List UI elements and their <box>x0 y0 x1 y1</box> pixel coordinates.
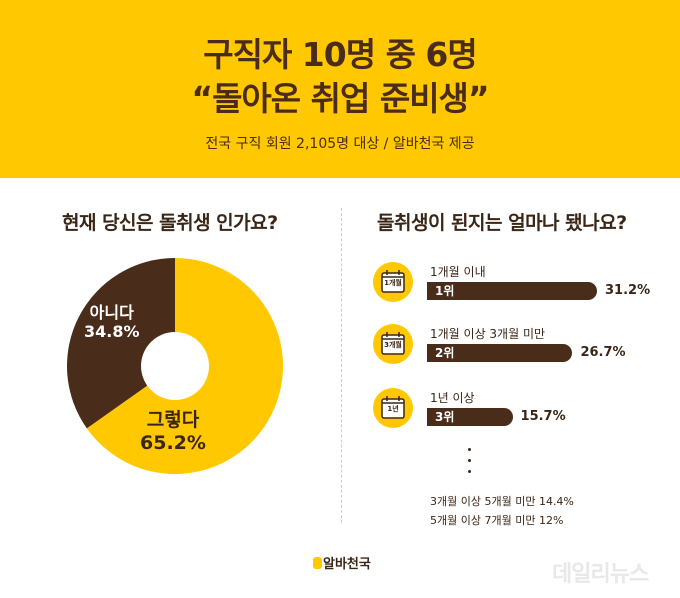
pie-label-no-text: 아니다 <box>89 303 134 322</box>
extra-line-2: 5개월 이상 7개월 미만 12% <box>430 514 564 527</box>
bar-3 <box>427 408 513 426</box>
calendar-icon: 3개월 <box>373 324 413 364</box>
bar-rank-2: 2위 <box>435 346 455 360</box>
icon-text-2: 3개월 <box>384 341 402 349</box>
bar-value-1: 31.2% <box>605 283 651 298</box>
icon-text-3: 1년 <box>387 405 399 413</box>
ellipsis-dots <box>468 448 474 481</box>
pie-chart <box>67 258 283 474</box>
logo-text: 알바천국 <box>323 557 371 572</box>
watermark: 데일리뉴스 <box>552 562 649 587</box>
footer-logo: 알바천국 <box>313 553 371 572</box>
subtitle: 전국 구직 회원 2,105명 대상 / 알바천국 제공 <box>205 136 475 152</box>
pie-question: 현재 당신은 돌취생 인가요? <box>62 212 278 234</box>
icon-text-1: 1개월 <box>384 279 402 287</box>
bar-rank-1: 1위 <box>435 284 455 298</box>
calendar-icon: 1년 <box>373 388 413 428</box>
bar-value-2: 26.7% <box>580 345 626 360</box>
bar-1 <box>427 282 597 300</box>
title-line-2: “돌아온 취업 준비생” <box>191 79 489 118</box>
logo-icon <box>313 557 322 569</box>
pie-label-no: 아니다 34.8% <box>84 303 140 341</box>
bar-category-2: 1개월 이상 3개월 미만 <box>430 327 546 341</box>
divider <box>341 208 342 523</box>
calendar-icon: 1개월 <box>373 262 413 302</box>
pie-hole <box>141 332 209 400</box>
pie-label-yes: 그렇다 65.2% <box>140 409 206 455</box>
pie-label-yes-text: 그렇다 <box>146 409 200 431</box>
bar-value-3: 15.7% <box>520 409 566 424</box>
pie-label-yes-value: 65.2% <box>140 431 206 454</box>
bar-2 <box>427 344 573 362</box>
bar-category-3: 1년 이상 <box>430 391 475 405</box>
pie-slice-1 <box>67 258 175 429</box>
header-banner: 구직자 10명 중 6명 “돌아온 취업 준비생” 전국 구직 회원 2,105… <box>0 0 680 178</box>
pie-label-no-value: 34.8% <box>84 322 140 342</box>
extra-line-1: 3개월 이상 5개월 미만 14.4% <box>430 495 574 508</box>
bar-rank-3: 3위 <box>435 410 455 424</box>
bar-category-1: 1개월 이내 <box>430 265 486 279</box>
bar-question: 돌취생이 된지는 얼마나 됐나요? <box>377 212 627 234</box>
title-line-1: 구직자 10명 중 6명 <box>203 35 478 74</box>
